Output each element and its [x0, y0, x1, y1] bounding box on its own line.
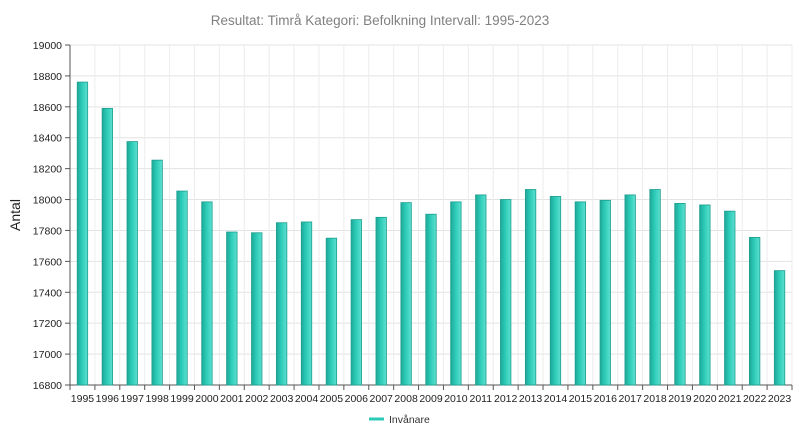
bar-2022[interactable]	[749, 237, 761, 386]
x-tick-label: 2012	[494, 393, 518, 405]
x-tick-label: 2016	[594, 393, 618, 405]
x-tick-label: 2018	[643, 393, 667, 405]
x-tick-label: 2010	[444, 393, 468, 405]
x-tick-label: 2017	[618, 393, 642, 405]
bar-2010[interactable]	[450, 201, 462, 386]
bar-1999[interactable]	[176, 190, 188, 386]
x-tick-label: 1995	[71, 393, 95, 405]
x-tick-label: 2019	[668, 393, 692, 405]
bars	[76, 81, 786, 386]
bar-2009[interactable]	[425, 213, 437, 386]
y-tick-label: 18400	[33, 133, 62, 145]
bar-1996[interactable]	[101, 107, 113, 386]
bar-2007[interactable]	[375, 216, 387, 386]
x-tick-label: 2023	[768, 393, 792, 405]
x-tick-label: 2020	[693, 393, 717, 405]
y-tick-label: 18600	[33, 102, 62, 114]
x-tick-label: 2004	[295, 393, 319, 405]
x-tick-label: 2022	[743, 393, 767, 405]
x-tick-labels: 1995 1996 1997 1998 1999 2000 2001 2002 2003 2004…	[71, 393, 792, 405]
bar-2001[interactable]	[226, 231, 238, 386]
x-tick-label: 2009	[419, 393, 443, 405]
x-tick-label: 2021	[718, 393, 742, 405]
x-tick-label: 2000	[195, 393, 219, 405]
y-tick-labels: 16800 17000 17200 17400 17600 17800 18000 18200…	[33, 40, 62, 392]
y-tick-label: 19000	[33, 40, 62, 52]
x-tick-label: 2015	[569, 393, 593, 405]
legend[interactable]: Invånare	[369, 414, 430, 426]
bar-2021[interactable]	[724, 210, 736, 386]
x-tick-label: 2001	[220, 393, 244, 405]
x-tick-label: 2003	[270, 393, 294, 405]
bar-1997[interactable]	[126, 141, 138, 386]
bar-1995[interactable]	[76, 81, 89, 386]
bar-2016[interactable]	[599, 199, 611, 386]
x-tick-label: 1998	[145, 393, 169, 405]
y-tick-label: 17000	[33, 349, 62, 361]
y-tick-label: 17800	[33, 225, 62, 237]
bar-2023[interactable]	[773, 270, 786, 386]
y-tick-label: 18800	[33, 71, 62, 83]
x-tick-label: 1996	[96, 393, 120, 405]
x-tick-label: 1997	[121, 393, 145, 405]
chart-title: Resultat: Timrå Kategori: Befolkning Int…	[211, 13, 549, 28]
x-tick-label: 2011	[469, 393, 492, 405]
bar-2015[interactable]	[574, 201, 587, 386]
x-tick-label: 1999	[170, 393, 194, 405]
bar-2002[interactable]	[251, 232, 263, 386]
bar-2005[interactable]	[325, 237, 338, 386]
y-tick-label: 17400	[33, 287, 62, 299]
y-axis-label: Antal	[7, 199, 23, 231]
y-tick-label: 16800	[33, 380, 62, 392]
y-tick-label: 18200	[33, 164, 62, 176]
x-tick-label: 2006	[345, 393, 369, 405]
y-tick-label: 17600	[33, 256, 62, 268]
bar-2020[interactable]	[699, 204, 711, 386]
x-tick-label: 2005	[320, 393, 344, 405]
bar-1998[interactable]	[151, 159, 163, 386]
y-tick-label: 17200	[33, 318, 62, 330]
bar-2019[interactable]	[674, 203, 686, 386]
bar-2004[interactable]	[300, 221, 313, 386]
bar-2011[interactable]	[475, 194, 487, 386]
x-tick-label: 2002	[245, 393, 269, 405]
x-tick-label: 2014	[544, 393, 568, 405]
bar-2012[interactable]	[500, 199, 512, 386]
x-tick-label: 2013	[519, 393, 543, 405]
x-tick-label: 2007	[370, 393, 394, 405]
bar-2000[interactable]	[201, 201, 213, 386]
bar-2008[interactable]	[400, 202, 412, 386]
bar-2006[interactable]	[350, 219, 362, 386]
legend-label: Invånare	[389, 414, 430, 426]
bar-2018[interactable]	[649, 189, 661, 386]
bar-2013[interactable]	[524, 189, 537, 386]
bar-2003[interactable]	[275, 222, 288, 386]
bar-2017[interactable]	[624, 194, 636, 386]
x-tick-label: 2008	[394, 393, 418, 405]
y-tick-label: 18000	[33, 195, 62, 207]
bar-2014[interactable]	[549, 196, 562, 386]
